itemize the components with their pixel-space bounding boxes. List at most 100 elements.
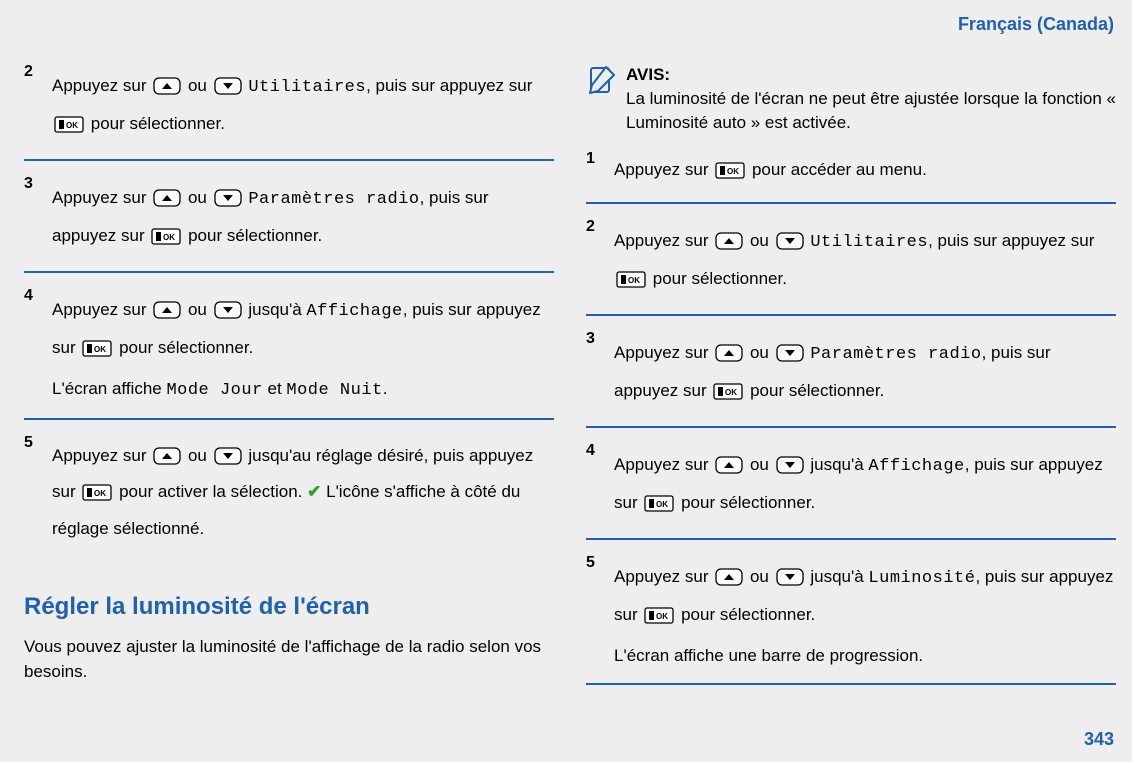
page-header-language: Français (Canada) xyxy=(24,14,1116,35)
step-number: 5 xyxy=(586,554,614,669)
note-icon xyxy=(586,63,626,134)
ok-button-icon: OK xyxy=(82,480,112,512)
step-body: Appuyez sur ou Utilitaires, puis sur app… xyxy=(614,218,1116,300)
step-number: 4 xyxy=(586,442,614,524)
step-number: 2 xyxy=(24,63,52,145)
text: jusqu'à xyxy=(248,300,306,319)
step-4: 4 Appuyez sur ou jusqu'à Affichage, puis… xyxy=(24,287,554,420)
menu-item: Affichage xyxy=(306,302,402,321)
ok-button-icon: OK xyxy=(713,378,743,412)
down-arrow-icon xyxy=(776,564,804,598)
notice-text: La luminosité de l'écran ne peut être aj… xyxy=(626,89,1116,132)
up-arrow-icon xyxy=(715,228,743,262)
svg-text:OK: OK xyxy=(628,276,640,285)
svg-text:OK: OK xyxy=(163,233,175,242)
text: pour accéder au menu. xyxy=(752,160,927,179)
ok-button-icon: OK xyxy=(616,266,646,300)
text: pour sélectionner. xyxy=(653,269,787,288)
step-1: 1 Appuyez sur OK pour accéder au menu. xyxy=(586,150,1116,203)
menu-item: Mode Nuit xyxy=(286,381,382,400)
page-number: 343 xyxy=(1084,729,1114,750)
text: Appuyez sur xyxy=(52,76,151,95)
text: , puis sur appuyez sur xyxy=(366,76,532,95)
text: jusqu'à xyxy=(810,567,868,586)
step-body: Appuyez sur ou Utilitaires, puis sur app… xyxy=(52,63,554,145)
menu-item: Paramètres radio xyxy=(248,190,419,209)
text: Appuyez sur xyxy=(614,343,713,362)
text: ou xyxy=(750,343,774,362)
menu-item: Luminosité xyxy=(868,569,975,588)
step-number: 2 xyxy=(586,218,614,300)
down-arrow-icon xyxy=(214,185,242,219)
ok-button-icon: OK xyxy=(54,111,84,145)
ok-button-icon: OK xyxy=(82,335,112,369)
notice-box: AVIS: La luminosité de l'écran ne peut ê… xyxy=(586,63,1116,134)
menu-item: Utilitaires xyxy=(248,78,366,97)
notice-body: AVIS: La luminosité de l'écran ne peut ê… xyxy=(626,63,1116,134)
up-arrow-icon xyxy=(715,564,743,598)
step-number: 3 xyxy=(24,175,52,257)
step-2: 2 Appuyez sur ou Utilitaires, puis sur a… xyxy=(24,63,554,161)
up-arrow-icon xyxy=(153,297,181,331)
ok-button-icon: OK xyxy=(715,160,745,187)
text: Appuyez sur xyxy=(52,188,151,207)
ok-button-icon: OK xyxy=(644,490,674,524)
down-arrow-icon xyxy=(776,228,804,262)
svg-text:OK: OK xyxy=(66,121,78,130)
checkmark-icon: ✔ xyxy=(307,482,321,501)
up-arrow-icon xyxy=(715,452,743,486)
svg-text:OK: OK xyxy=(656,612,668,621)
text: ou xyxy=(188,188,212,207)
text: pour sélectionner. xyxy=(91,114,225,133)
text: Appuyez sur xyxy=(614,567,713,586)
svg-text:OK: OK xyxy=(94,489,106,498)
svg-text:OK: OK xyxy=(656,500,668,509)
text: , puis sur appuyez sur xyxy=(928,231,1094,250)
text: Appuyez sur xyxy=(52,446,151,465)
step-2r: 2 Appuyez sur ou Utilitaires, puis sur a… xyxy=(586,218,1116,316)
down-arrow-icon xyxy=(776,452,804,486)
down-arrow-icon xyxy=(214,444,242,476)
step-body: Appuyez sur ou Paramètres radio, puis su… xyxy=(614,330,1116,412)
ok-button-icon: OK xyxy=(151,223,181,257)
up-arrow-icon xyxy=(153,185,181,219)
section-heading: Régler la luminosité de l'écran xyxy=(24,593,554,621)
text: L'écran affiche une barre de progression… xyxy=(614,642,1116,669)
svg-text:OK: OK xyxy=(94,345,106,354)
text: pour sélectionner. xyxy=(681,605,815,624)
text: pour sélectionner. xyxy=(750,381,884,400)
text: Appuyez sur xyxy=(614,160,713,179)
text: ou xyxy=(188,76,212,95)
step-number: 1 xyxy=(586,150,614,187)
text: jusqu'à xyxy=(810,455,868,474)
two-column-layout: 2 Appuyez sur ou Utilitaires, puis sur a… xyxy=(24,63,1116,699)
up-arrow-icon xyxy=(153,73,181,107)
text: pour sélectionner. xyxy=(188,226,322,245)
down-arrow-icon xyxy=(776,340,804,374)
step-5r: 5 Appuyez sur ou jusqu'à Luminosité, pui… xyxy=(586,554,1116,685)
step-4r: 4 Appuyez sur ou jusqu'à Affichage, puis… xyxy=(586,442,1116,540)
step-body: Appuyez sur ou jusqu'à Affichage, puis s… xyxy=(614,442,1116,524)
text: Appuyez sur xyxy=(614,231,713,250)
step-body: Appuyez sur ou jusqu'à Luminosité, puis … xyxy=(614,554,1116,669)
manual-page: Français (Canada) 2 Appuyez sur ou Utili… xyxy=(0,0,1132,699)
text: ou xyxy=(750,231,774,250)
up-arrow-icon xyxy=(715,340,743,374)
left-column: 2 Appuyez sur ou Utilitaires, puis sur a… xyxy=(24,63,554,699)
notice-title: AVIS: xyxy=(626,65,670,84)
menu-item: Utilitaires xyxy=(810,233,928,252)
section-description: Vous pouvez ajuster la luminosité de l'a… xyxy=(24,635,554,684)
text: ou xyxy=(188,446,212,465)
step-number: 4 xyxy=(24,287,52,404)
down-arrow-icon xyxy=(214,297,242,331)
step-number: 5 xyxy=(24,434,52,545)
svg-text:OK: OK xyxy=(725,388,737,397)
step-5: 5 Appuyez sur ou jusqu'au réglage désiré… xyxy=(24,434,554,559)
text: Appuyez sur xyxy=(52,300,151,319)
menu-item: Mode Jour xyxy=(166,381,262,400)
menu-item: Affichage xyxy=(868,457,964,476)
text: ou xyxy=(750,567,774,586)
step-body: Appuyez sur ou jusqu'à Affichage, puis s… xyxy=(52,287,554,404)
up-arrow-icon xyxy=(153,444,181,476)
step-body: Appuyez sur OK pour accéder au menu. xyxy=(614,150,1116,187)
